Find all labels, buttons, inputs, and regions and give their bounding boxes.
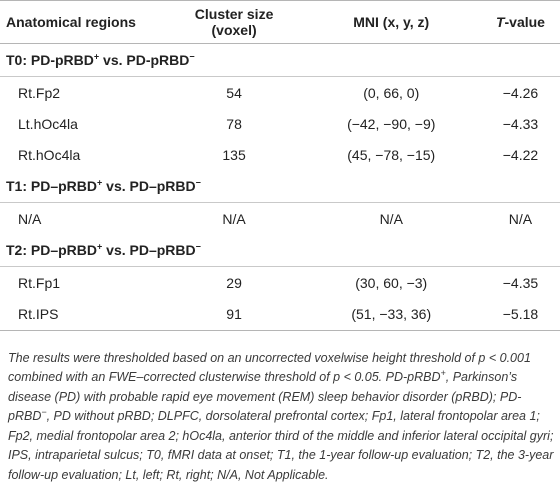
- cell-mni: (0, 66, 0): [302, 77, 481, 109]
- section-title-t2: T2: PD–pRBD+ vs. PD–pRBD−: [0, 234, 560, 267]
- table-header-row: Anatomical regions Cluster size (voxel) …: [0, 1, 560, 44]
- cell-mni: (45, −78, −15): [302, 139, 481, 170]
- header-mni: MNI (x, y, z): [302, 1, 481, 44]
- cell-region: Rt.Fp1: [0, 267, 167, 299]
- cell-t: N/A: [481, 203, 560, 235]
- table-row: Lt.hOc4la 78 (−42, −90, −9) −4.33: [0, 108, 560, 139]
- section-row-t1: T1: PD–pRBD+ vs. PD–pRBD−: [0, 170, 560, 203]
- results-table: Anatomical regions Cluster size (voxel) …: [0, 0, 560, 331]
- cell-cluster: 78: [167, 108, 302, 139]
- table-row: Rt.IPS 91 (51, −33, 36) −5.18: [0, 298, 560, 331]
- cell-t: −4.26: [481, 77, 560, 109]
- cell-mni: (51, −33, 36): [302, 298, 481, 331]
- cell-region: Rt.IPS: [0, 298, 167, 331]
- cell-region: N/A: [0, 203, 167, 235]
- header-t-value: T-value: [481, 1, 560, 44]
- cell-cluster: 135: [167, 139, 302, 170]
- header-cluster-size: Cluster size (voxel): [167, 1, 302, 44]
- cell-t: −5.18: [481, 298, 560, 331]
- cell-cluster: 29: [167, 267, 302, 299]
- table-row: N/A N/A N/A N/A: [0, 203, 560, 235]
- section-title-t0: T0: PD-pRBD+ vs. PD-pRBD−: [0, 44, 560, 77]
- table-row: Rt.Fp2 54 (0, 66, 0) −4.26: [0, 77, 560, 109]
- header-t-italic: T: [496, 14, 505, 30]
- cell-cluster: 91: [167, 298, 302, 331]
- cell-mni: (−42, −90, −9): [302, 108, 481, 139]
- cell-mni: (30, 60, −3): [302, 267, 481, 299]
- header-anatomical-regions: Anatomical regions: [0, 1, 167, 44]
- cell-t: −4.22: [481, 139, 560, 170]
- table-row: Rt.Fp1 29 (30, 60, −3) −4.35: [0, 267, 560, 299]
- cell-t: −4.33: [481, 108, 560, 139]
- cell-cluster: 54: [167, 77, 302, 109]
- cell-region: Lt.hOc4la: [0, 108, 167, 139]
- cell-region: Rt.Fp2: [0, 77, 167, 109]
- cell-region: Rt.hOc4la: [0, 139, 167, 170]
- document-page: Anatomical regions Cluster size (voxel) …: [0, 0, 560, 470]
- header-t-suffix: -value: [505, 14, 545, 30]
- section-row-t0: T0: PD-pRBD+ vs. PD-pRBD−: [0, 44, 560, 77]
- section-title-t1: T1: PD–pRBD+ vs. PD–pRBD−: [0, 170, 560, 203]
- cell-cluster: N/A: [167, 203, 302, 235]
- table-footnote: The results were thresholded based on an…: [8, 349, 556, 485]
- table-row: Rt.hOc4la 135 (45, −78, −15) −4.22: [0, 139, 560, 170]
- cell-t: −4.35: [481, 267, 560, 299]
- cell-mni: N/A: [302, 203, 481, 235]
- section-row-t2: T2: PD–pRBD+ vs. PD–pRBD−: [0, 234, 560, 267]
